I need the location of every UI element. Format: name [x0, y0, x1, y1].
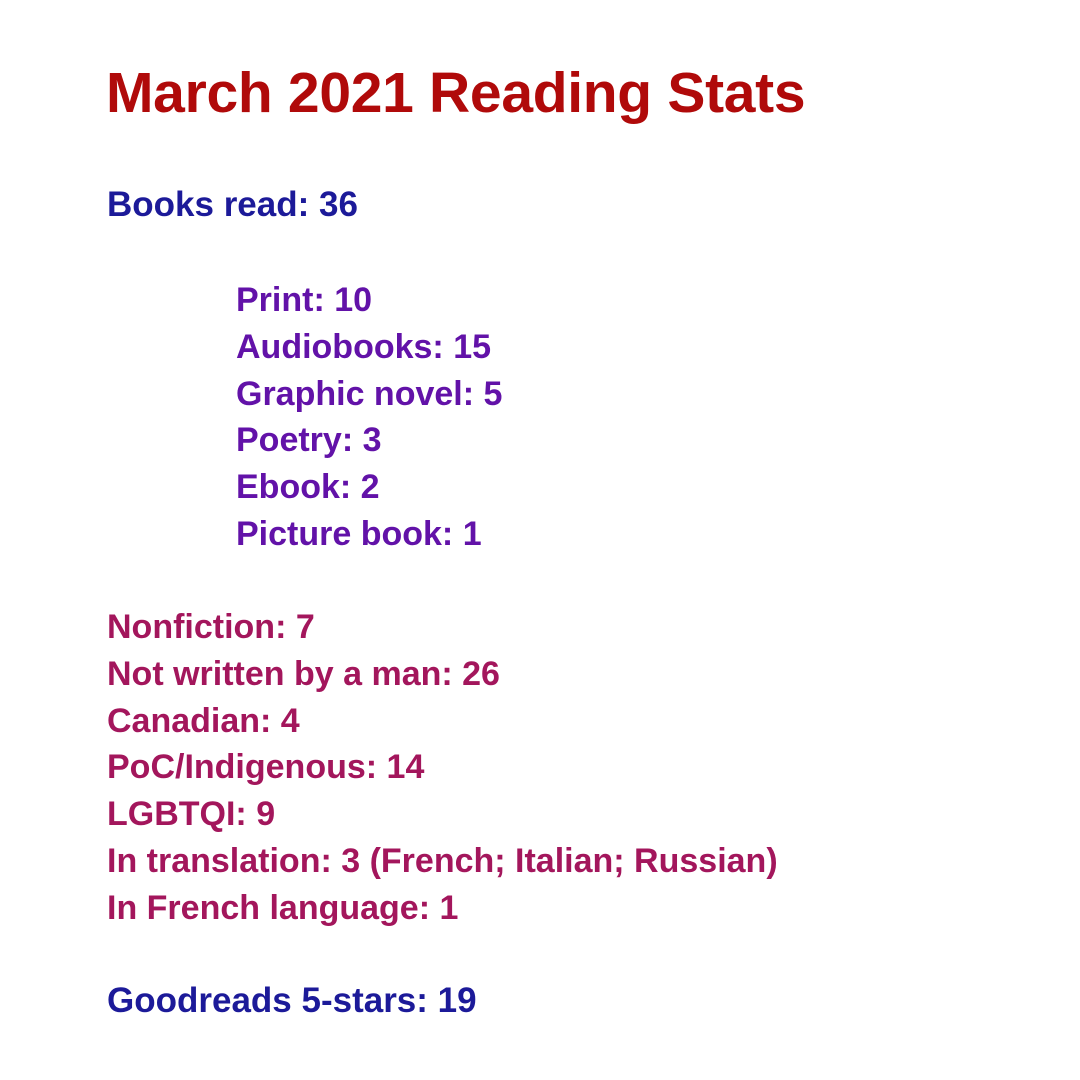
format-item-audiobooks: Audiobooks: 15	[236, 327, 492, 366]
goodreads-five-stars: Goodreads 5-stars: 19	[107, 981, 477, 1020]
category-item-lgbtqi: LGBTQI: 9	[107, 795, 276, 834]
category-list: Nonfiction: 7 Not written by a man: 26 C…	[107, 604, 778, 932]
format-item-print: Print: 10	[236, 281, 373, 319]
format-item-graphic-novel: Graphic novel: 5	[236, 374, 503, 413]
format-list: Print: 10 Audiobooks: 15 Graphic novel: …	[236, 277, 502, 558]
category-item-canadian: Canadian: 4	[107, 701, 300, 740]
format-item-ebook: Ebook: 2	[236, 468, 380, 507]
page-title: March 2021 Reading Stats	[106, 61, 806, 125]
category-item-not-by-man: Not written by a man: 26	[107, 654, 500, 693]
category-item-nonfiction: Nonfiction: 7	[107, 608, 315, 646]
format-item-picture-book: Picture book: 1	[236, 514, 482, 553]
category-item-french: In French language: 1	[107, 888, 459, 927]
books-read-total: Books read: 36	[107, 185, 358, 224]
format-item-poetry: Poetry: 3	[236, 421, 382, 460]
category-item-poc-indigenous: PoC/Indigenous: 14	[107, 748, 425, 787]
category-item-translation: In translation: 3 (French; Italian; Russ…	[107, 841, 778, 880]
